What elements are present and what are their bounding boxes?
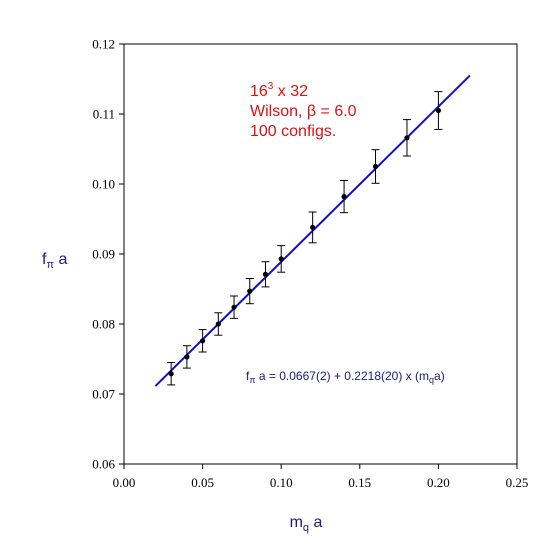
annotation-line-2: Wilson, β = 6.0 — [250, 103, 357, 120]
data-point — [341, 194, 347, 200]
data-point — [200, 338, 206, 344]
data-point — [215, 321, 221, 327]
data-point — [278, 256, 284, 262]
data-point — [404, 135, 410, 141]
x-tick-label: 0.05 — [191, 475, 214, 490]
data-point — [372, 163, 379, 170]
y-tick-label: 0.12 — [92, 37, 115, 52]
data-point — [310, 224, 316, 230]
data-points — [167, 91, 443, 386]
y-tick-label: 0.06 — [92, 457, 115, 472]
data-point — [247, 288, 253, 294]
x-tick-label: 0.20 — [427, 475, 450, 490]
x-axis-label: mq a — [290, 514, 323, 534]
data-point — [231, 304, 237, 310]
annotation-line-1: 163 x 32 — [250, 81, 308, 100]
y-tick-label: 0.11 — [93, 107, 115, 122]
x-tick-label: 0.00 — [113, 475, 136, 490]
y-axis-label: fπ a — [42, 251, 67, 271]
y-tick-label: 0.07 — [92, 387, 115, 402]
x-tick-label: 0.25 — [506, 475, 529, 490]
data-point — [435, 107, 441, 114]
data-point — [262, 271, 269, 277]
axis-ticks: 0.00 0.05 0.10 0.15 0.20 0.25 0.06 0.07 0.08 0.09… — [92, 37, 528, 491]
data-point — [184, 354, 190, 360]
x-tick-label: 0.15 — [348, 475, 371, 490]
x-tick-label: 0.10 — [270, 475, 293, 490]
y-tick-label: 0.10 — [92, 177, 115, 192]
y-tick-label: 0.08 — [92, 317, 115, 332]
annotation-line-3: 100 configs. — [250, 123, 336, 140]
y-tick-label: 0.09 — [92, 247, 115, 262]
fit-equation-label: fπ a = 0.0667(2) + 0.2218(20) x (mqa) — [246, 369, 445, 385]
data-point — [168, 371, 174, 377]
